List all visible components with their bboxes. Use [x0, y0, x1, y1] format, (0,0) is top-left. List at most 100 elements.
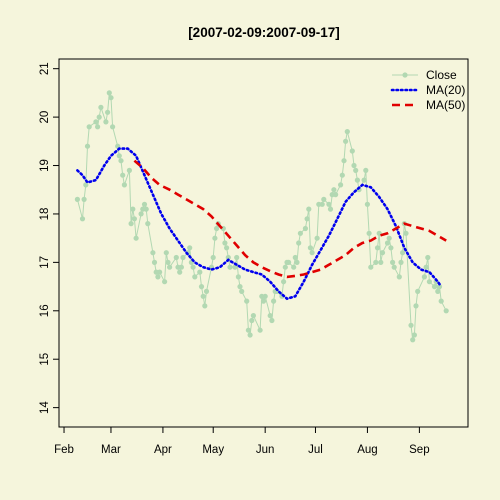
data-point: [244, 298, 250, 304]
data-point: [250, 313, 256, 319]
data-point: [141, 201, 148, 207]
data-point: [162, 279, 168, 285]
data-point: [388, 245, 394, 251]
data-point: [257, 327, 263, 333]
data-point: [95, 124, 101, 130]
data-point: [282, 264, 288, 270]
data-point: [368, 264, 374, 270]
x-tick-label: Aug: [357, 444, 377, 456]
data-point: [410, 337, 416, 343]
data-point: [203, 288, 210, 294]
data-point: [271, 298, 277, 304]
data-point: [150, 250, 156, 256]
data-point: [297, 230, 303, 236]
data-point: [98, 104, 104, 110]
data-point: [307, 245, 313, 251]
data-point: [438, 298, 444, 304]
data-point: [120, 172, 126, 178]
data-point: [214, 225, 220, 232]
data-point: [379, 250, 386, 256]
data-point: [165, 259, 171, 265]
data-point: [403, 230, 409, 236]
data-point: [93, 119, 99, 125]
data-point: [173, 254, 179, 261]
series-line: [133, 159, 447, 279]
data-point: [425, 254, 431, 261]
data-point: [155, 274, 161, 280]
data-point: [339, 172, 345, 178]
data-point: [106, 90, 112, 96]
series-layer: [74, 90, 449, 343]
data-point: [423, 264, 429, 270]
data-point: [400, 250, 406, 256]
data-point: [118, 158, 124, 164]
y-tick-label: 17: [39, 256, 51, 269]
y-tick-label: 18: [39, 208, 51, 221]
data-point: [197, 269, 203, 275]
data-point: [245, 327, 251, 333]
data-point: [319, 201, 325, 207]
data-point: [398, 259, 404, 265]
data-point: [130, 206, 136, 212]
data-point: [232, 264, 238, 270]
data-point: [103, 119, 109, 125]
data-point: [321, 196, 327, 202]
data-point: [190, 264, 196, 270]
data-point: [116, 153, 122, 159]
data-point: [431, 284, 438, 290]
data-point: [225, 254, 231, 261]
y-tick-label: 19: [39, 159, 51, 172]
data-point: [96, 114, 102, 120]
axes: 14 15 16 17 18 19 20 21 Feb Mar Apr May Jun Jul Aug Sep: [39, 62, 430, 456]
data-point: [426, 279, 432, 285]
data-point: [384, 240, 391, 246]
x-tick-label: Jun: [256, 444, 275, 456]
data-point: [198, 284, 205, 290]
x-tick-label: Apr: [154, 444, 172, 456]
data-point: [126, 167, 132, 173]
data-point: [133, 235, 139, 241]
series-line: [76, 147, 443, 301]
data-point: [435, 288, 441, 294]
x-tick-label: May: [202, 444, 224, 456]
data-point: [74, 196, 80, 202]
data-point: [309, 250, 315, 256]
data-point: [374, 245, 381, 251]
data-point: [343, 138, 349, 144]
data-point: [212, 235, 218, 241]
x-tick-label: Feb: [54, 444, 74, 456]
data-point: [364, 201, 370, 207]
data-point: [121, 182, 127, 188]
y-tick-label: 15: [39, 353, 51, 366]
data-point: [363, 167, 369, 173]
series-ma-20: [76, 147, 443, 301]
data-point: [86, 124, 92, 130]
data-point: [396, 274, 402, 280]
data-point: [378, 259, 384, 265]
data-point: [145, 221, 151, 227]
data-point: [237, 284, 243, 290]
data-point: [260, 298, 267, 304]
data-point: [157, 269, 163, 275]
data-point: [138, 211, 144, 217]
y-tick-label: 21: [39, 62, 51, 75]
x-tick-label: Jul: [308, 444, 323, 456]
data-point: [262, 293, 268, 299]
data-point: [443, 308, 449, 314]
data-point: [411, 332, 417, 338]
x-tick-label: Mar: [101, 444, 121, 456]
data-point: [351, 162, 357, 169]
legend-swatch-point: [402, 72, 408, 78]
data-point: [143, 206, 149, 212]
x-tick-label: Sep: [409, 444, 429, 456]
data-point: [373, 259, 379, 265]
data-point: [296, 240, 302, 246]
data-point: [249, 317, 255, 324]
y-tick-label: 14: [39, 401, 51, 414]
chart-title: [2007-02-09:2007-09-17]: [188, 25, 340, 40]
data-point: [366, 230, 372, 236]
data-point: [235, 274, 241, 280]
data-point: [83, 182, 89, 188]
